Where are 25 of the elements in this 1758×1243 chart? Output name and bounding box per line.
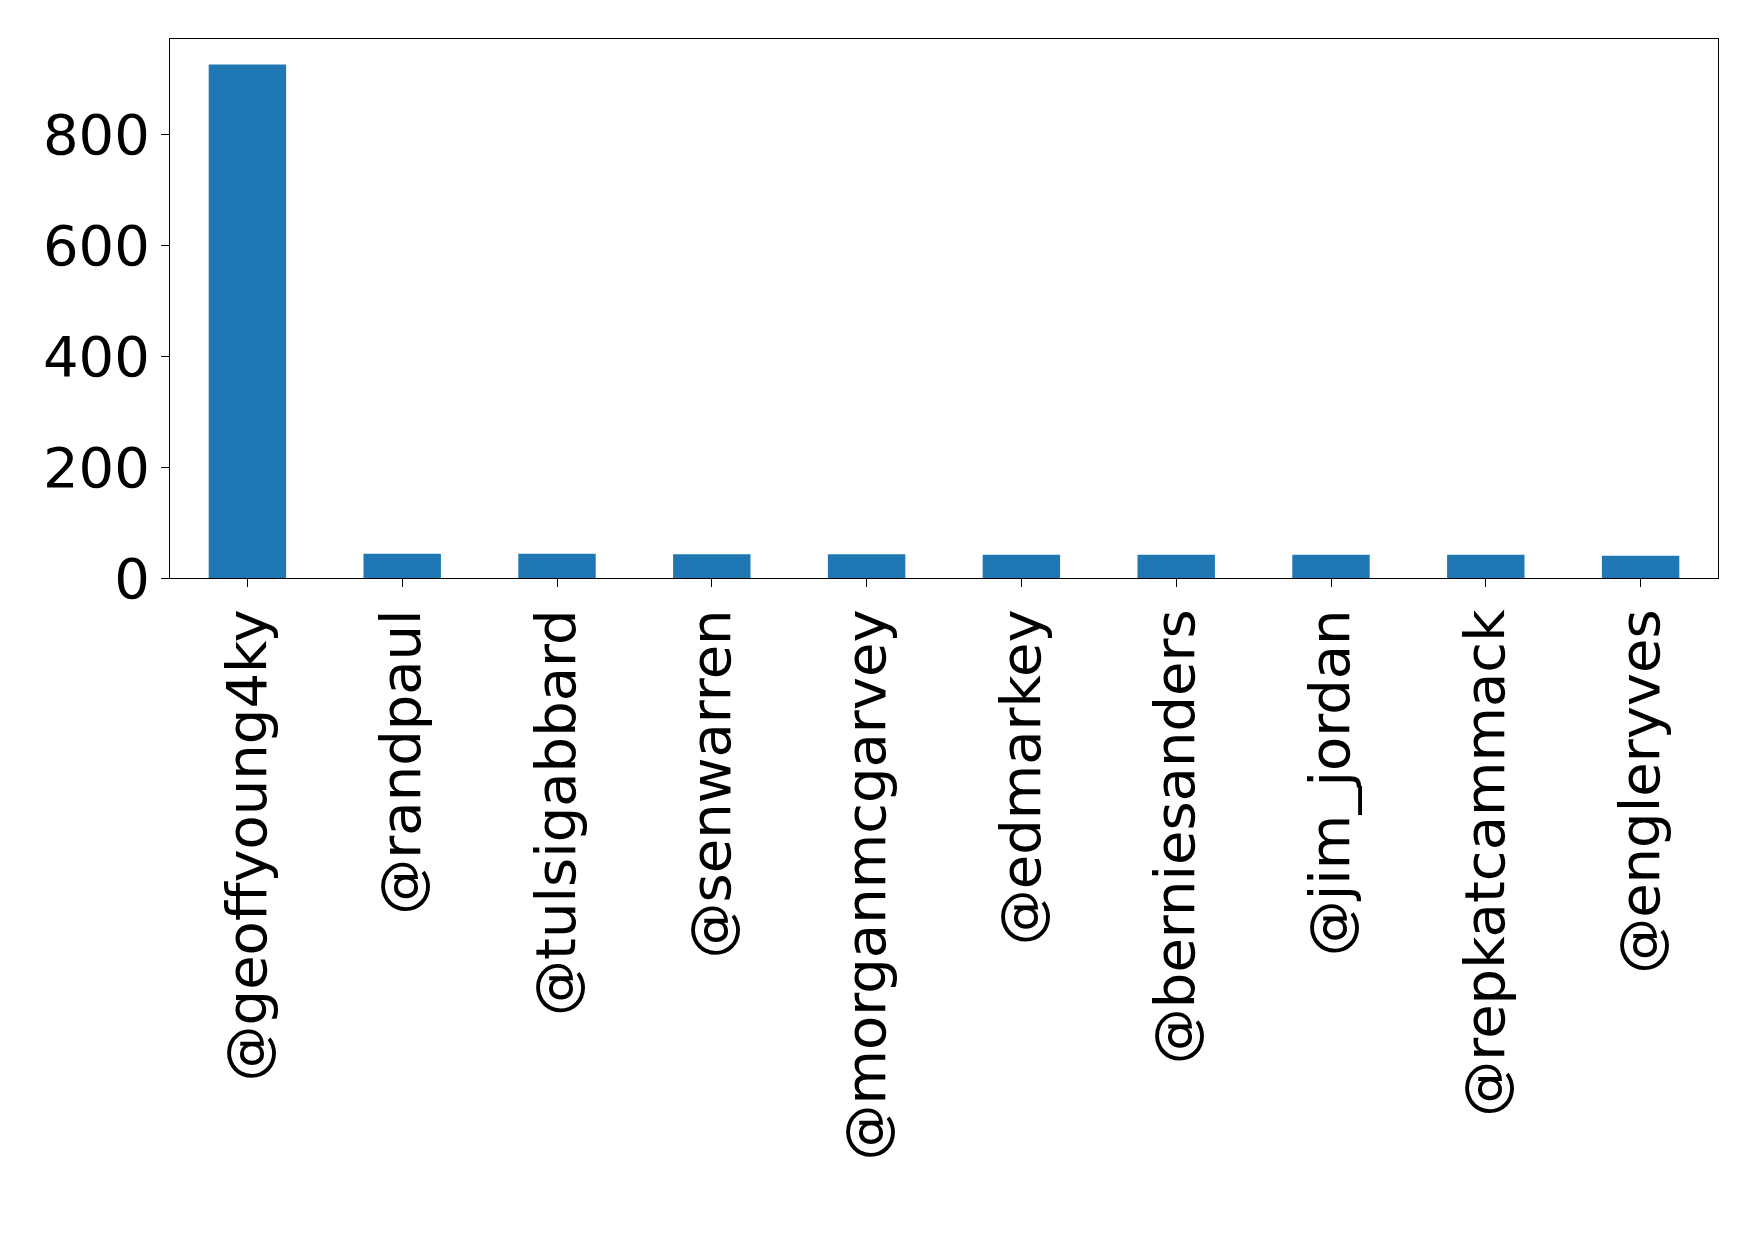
bar	[827, 554, 906, 578]
bar	[1137, 554, 1215, 578]
x-tick-label: @randpaul	[368, 609, 434, 915]
bar	[1447, 554, 1525, 578]
y-tick-label: 800	[42, 102, 150, 168]
x-tick-label: @jim_jordan	[1297, 609, 1363, 957]
y-tick-label: 400	[42, 324, 150, 390]
x-tick-label: @edmarkey	[987, 609, 1053, 946]
y-tick-label: 200	[42, 434, 150, 500]
x-tick-label: @repkatcammack	[1452, 608, 1517, 1117]
y-tick-label: 0	[114, 545, 150, 611]
x-tick-label: @berniesanders	[1142, 609, 1208, 1065]
x-tick-label: @morganmcgarvey	[832, 609, 898, 1161]
x-tick-label: @tulsigabbard	[523, 609, 589, 1017]
bar	[1601, 555, 1680, 578]
bar	[363, 553, 441, 578]
x-tick-label: @geoffyoung4ky	[213, 609, 279, 1082]
bar	[208, 64, 287, 578]
y-tick-label: 600	[42, 213, 150, 279]
bar	[673, 554, 751, 578]
bar	[1292, 554, 1370, 578]
bar	[518, 553, 596, 578]
x-tick-label: @senwarren	[678, 609, 743, 959]
bar	[982, 554, 1061, 578]
x-tick-label: @engleryves	[1606, 609, 1672, 974]
